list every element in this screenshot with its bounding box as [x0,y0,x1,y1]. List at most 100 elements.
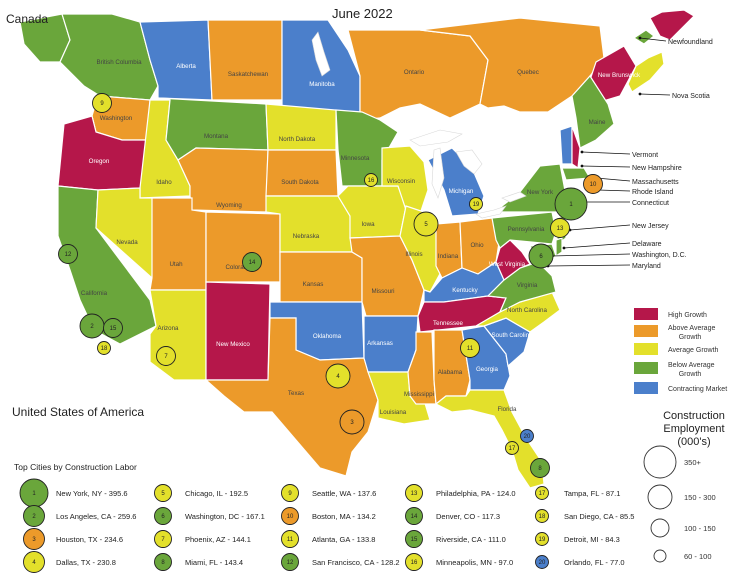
employment-legend-title-text: Construction Employment (000's) [663,410,725,448]
legend-label-below-line2: Growth [679,371,702,378]
city-list-label-6: Washington, DC - 167.1 [185,512,265,521]
region-vermont [559,125,573,165]
region-label-kansas: Kansas [303,281,324,288]
region-layer [19,9,695,489]
region-pennsylvania [491,211,557,249]
city-list-badge-8 [154,553,172,571]
city-marker-8 [530,458,550,478]
region-label-wisconsin: Wisconsin [387,178,416,185]
city-list-rank-17: 17 [539,491,546,497]
city-list-badge-18 [535,509,549,523]
region-label-ohio: Ohio [470,242,484,249]
city-list-label-17: Tampa, FL - 87.1 [564,489,620,498]
city-list-label-5: Chicago, IL - 192.5 [185,489,248,498]
city-marker-5 [413,211,439,237]
callout-dot-2 [638,92,642,96]
callout-label-8: New Jersey [632,223,669,230]
region-label-alberta: Alberta [176,63,196,70]
callout-line-6 [597,189,631,192]
city-marker-4 [325,363,351,389]
city-marker-number-15: 15 [110,326,117,332]
callout-dot-4 [580,164,584,168]
region-colorado [205,211,281,283]
city-marker-number-14: 14 [249,260,256,266]
lake-1 [409,129,463,147]
city-marker-number-10: 10 [590,182,597,188]
city-list-label-4: Dallas, TX - 230.8 [56,558,116,567]
city-list-label-8: Miami, FL - 143.4 [185,558,243,567]
legend-swatch-contracting [634,382,658,394]
region-label-missouri: Missouri [371,288,394,295]
city-list-rank-6: 6 [161,514,165,520]
region-label-ontario: Ontario [404,69,425,76]
legend-label-below-line1: Below Average [668,362,715,369]
callout-line-10 [551,253,631,257]
callout-label-2: Nova Scotia [672,93,710,100]
callout-line-2 [639,93,671,96]
city-marker-14 [242,252,262,272]
callout-label-11: Maryland [632,263,661,270]
city-marker-number-12: 12 [65,252,72,258]
region-label-illinois: Illinois [405,251,422,258]
region-label-colorado: Colorado [225,264,251,271]
callout-line-3 [581,151,631,155]
city-list-label-10: Boston, MA - 134.2 [312,512,376,521]
city-list-label-7: Phoenix, AZ - 144.1 [185,535,251,544]
city-list-rank-19: 19 [539,537,546,543]
city-list-badge-17 [535,486,549,500]
city-list-label-19: Detroit, MI - 84.3 [564,535,620,544]
city-list-badge-19 [535,532,549,546]
callout-line-1 [639,37,667,42]
region-label-indiana: Indiana [438,253,459,260]
city-list-badge-4 [23,551,45,573]
city-marker-19 [469,197,483,211]
callout-label-1: Newfoundland [668,39,713,46]
city-list-badge-2 [23,505,45,527]
region-pei [632,29,655,45]
employment-size-circle-3 [650,518,670,538]
city-list-rank-1: 1 [32,491,36,497]
region-label-nebraska: Nebraska [293,233,320,240]
city-marker-number-6: 6 [539,254,543,260]
legend-swatch-high [634,308,658,320]
city-list-rank-18: 18 [539,514,546,520]
region-label-quebec: Quebec [517,69,539,76]
employment-size-label-1: 350+ [684,458,702,467]
city-list-rank-14: 14 [411,514,418,520]
city-marker-12 [58,244,78,264]
region-label-utah: Utah [169,261,183,268]
city-list-rank-10: 10 [287,514,294,520]
employment-legend-title: Construction Employment (000's) [648,410,740,449]
legend-swatch-average [634,343,658,355]
city-list-rank-4: 4 [32,560,36,566]
region-label-mississippi: Mississippi [404,391,434,398]
region-label-california: California [81,290,108,297]
region-delaware [555,237,563,258]
city-list-label-12: San Francisco, CA - 128.2 [312,558,400,567]
city-marker-number-9: 9 [100,101,104,107]
lake-6 [311,31,331,77]
region-label-idaho: Idaho [156,179,172,186]
employment-legend: 350+ 150 - 300 100 - 150 60 - 100 [643,445,716,563]
region-southdakota [265,149,339,197]
region-label-oregon: Oregon [89,158,110,165]
region-saskatchewan [207,19,283,101]
city-list-label-11: Atlanta, GA - 133.8 [312,535,375,544]
city-list-rank-9: 9 [288,491,292,497]
lake-3 [455,149,483,175]
region-label-nevada: Nevada [116,239,138,246]
city-marker-number-5: 5 [424,222,428,228]
employment-size-label-3: 100 - 150 [684,524,716,533]
city-marker-number-4: 4 [336,374,340,380]
city-marker-9 [92,93,112,113]
region-label-maine: Maine [589,119,606,126]
city-marker-number-8: 8 [538,466,542,472]
region-label-newmexico: New Mexico [216,341,250,348]
employment-size-circle-4 [653,549,667,563]
city-list-badge-13 [405,484,423,502]
callout-label-4: New Hampshire [632,165,682,172]
usa-label: United States of America [12,405,145,419]
region-label-louisiana: Louisiana [380,409,407,416]
city-list-badge-9 [281,484,299,502]
